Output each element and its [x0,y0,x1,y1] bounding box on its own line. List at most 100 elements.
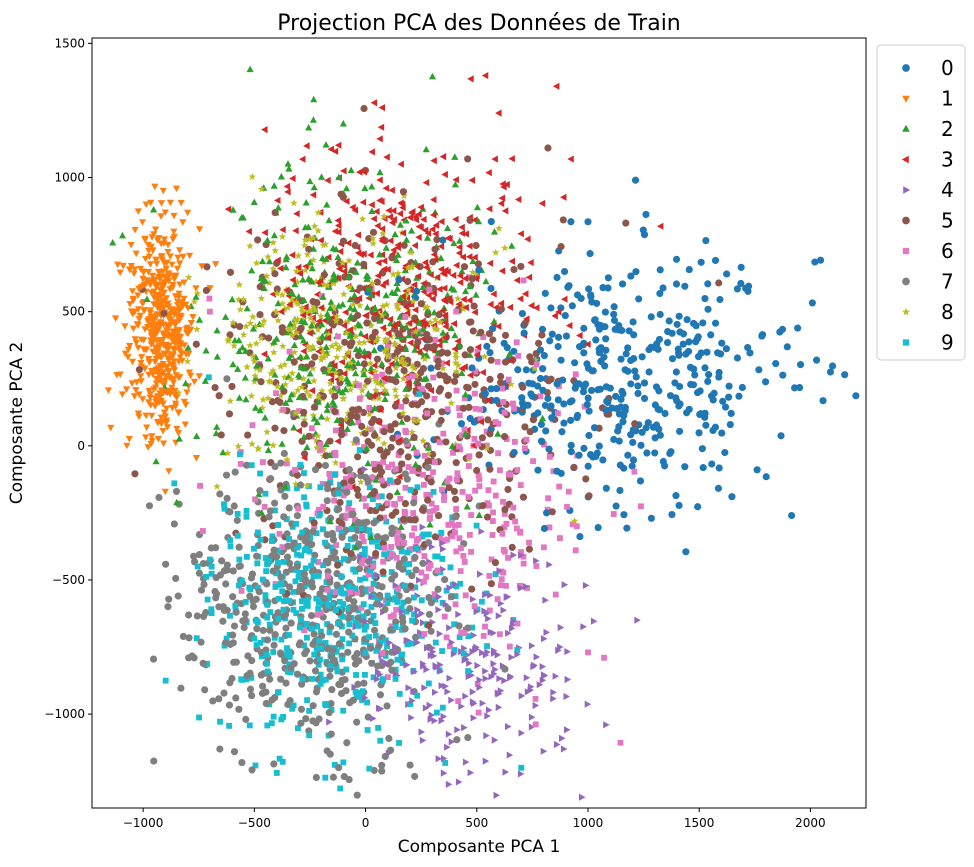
point-series-5 [293,471,301,479]
point-series-8 [341,353,349,361]
point-series-4 [493,791,500,799]
point-series-4 [517,770,525,778]
point-series-4 [533,653,541,661]
point-series-1 [184,330,192,338]
point-series-4 [518,692,526,700]
point-series-6 [492,492,499,499]
point-series-9 [308,562,315,569]
point-series-6 [556,483,563,490]
point-series-2 [301,364,309,372]
point-series-5 [373,355,382,363]
point-series-8 [305,327,314,335]
point-series-1 [166,199,174,207]
point-series-8 [183,357,192,365]
point-series-4 [579,793,586,801]
point-series-7 [354,680,362,688]
point-series-2 [428,72,437,80]
point-series-9 [255,529,261,536]
point-series-3 [375,259,382,267]
point-series-7 [331,548,339,556]
point-series-7 [312,688,321,696]
point-series-0 [704,377,712,386]
point-series-7 [326,672,334,680]
point-series-2 [376,317,384,324]
point-series-9 [364,699,371,706]
point-series-4 [405,684,412,692]
point-series-5 [528,358,536,366]
point-series-9 [361,546,368,552]
point-series-4 [482,757,490,765]
point-series-1 [186,252,194,260]
point-series-6 [572,371,579,378]
point-series-9 [275,689,282,695]
point-series-6 [359,533,366,540]
point-series-6 [387,613,394,620]
point-series-0 [553,467,561,475]
point-series-2 [393,488,401,495]
point-series-9 [290,702,297,709]
point-series-7 [401,470,409,478]
point-series-9 [227,612,233,619]
point-series-6 [455,521,462,528]
point-series-7 [197,586,206,594]
point-series-3 [437,265,445,273]
point-series-7 [145,502,154,510]
point-series-2 [378,360,386,367]
point-series-4 [357,553,364,561]
point-series-6 [480,334,487,340]
point-series-0 [668,510,676,519]
point-series-8 [356,301,364,309]
point-series-5 [300,420,308,428]
point-series-2 [234,365,242,372]
point-series-2 [352,268,360,275]
point-series-0 [595,349,603,357]
point-series-3 [433,273,441,281]
point-series-5 [385,367,393,375]
point-series-9 [305,581,311,588]
point-series-7 [376,691,385,699]
point-series-6 [461,630,468,637]
point-series-9 [293,610,300,617]
point-series-4 [422,704,430,712]
point-series-3 [407,339,414,347]
point-series-2 [393,371,401,379]
point-series-7 [225,701,234,709]
point-series-2 [333,416,341,423]
point-series-2 [288,390,296,398]
point-series-8 [262,272,271,280]
point-series-8 [283,455,291,463]
point-series-3 [296,270,303,278]
point-series-3 [466,296,473,304]
x-axis-label: Composante PCA 1 [398,837,561,857]
point-series-8 [290,323,298,332]
point-series-0 [645,368,653,376]
point-series-0 [628,462,636,470]
point-series-1 [145,359,154,366]
point-series-0 [691,371,699,379]
point-series-9 [289,705,296,712]
point-series-9 [420,531,427,538]
point-series-6 [537,393,544,400]
point-series-5 [354,453,362,461]
point-series-2 [339,300,347,308]
point-series-9 [317,680,324,687]
point-series-5 [308,360,316,368]
point-series-8 [345,283,354,291]
y-tick-label: 1500 [54,36,85,50]
point-series-8 [400,359,408,367]
point-series-8 [314,392,323,400]
point-series-8 [229,318,238,326]
point-series-5 [131,470,139,478]
point-series-2 [396,221,404,228]
point-series-8 [342,329,351,337]
point-series-8 [570,516,579,525]
point-series-7 [271,631,279,639]
point-series-4 [414,638,421,647]
point-series-5 [427,478,435,486]
point-series-9 [234,510,241,517]
point-series-5 [487,580,495,588]
point-series-1 [170,212,178,220]
point-series-8 [399,409,407,417]
point-series-0 [672,492,680,500]
point-series-0 [534,409,542,417]
